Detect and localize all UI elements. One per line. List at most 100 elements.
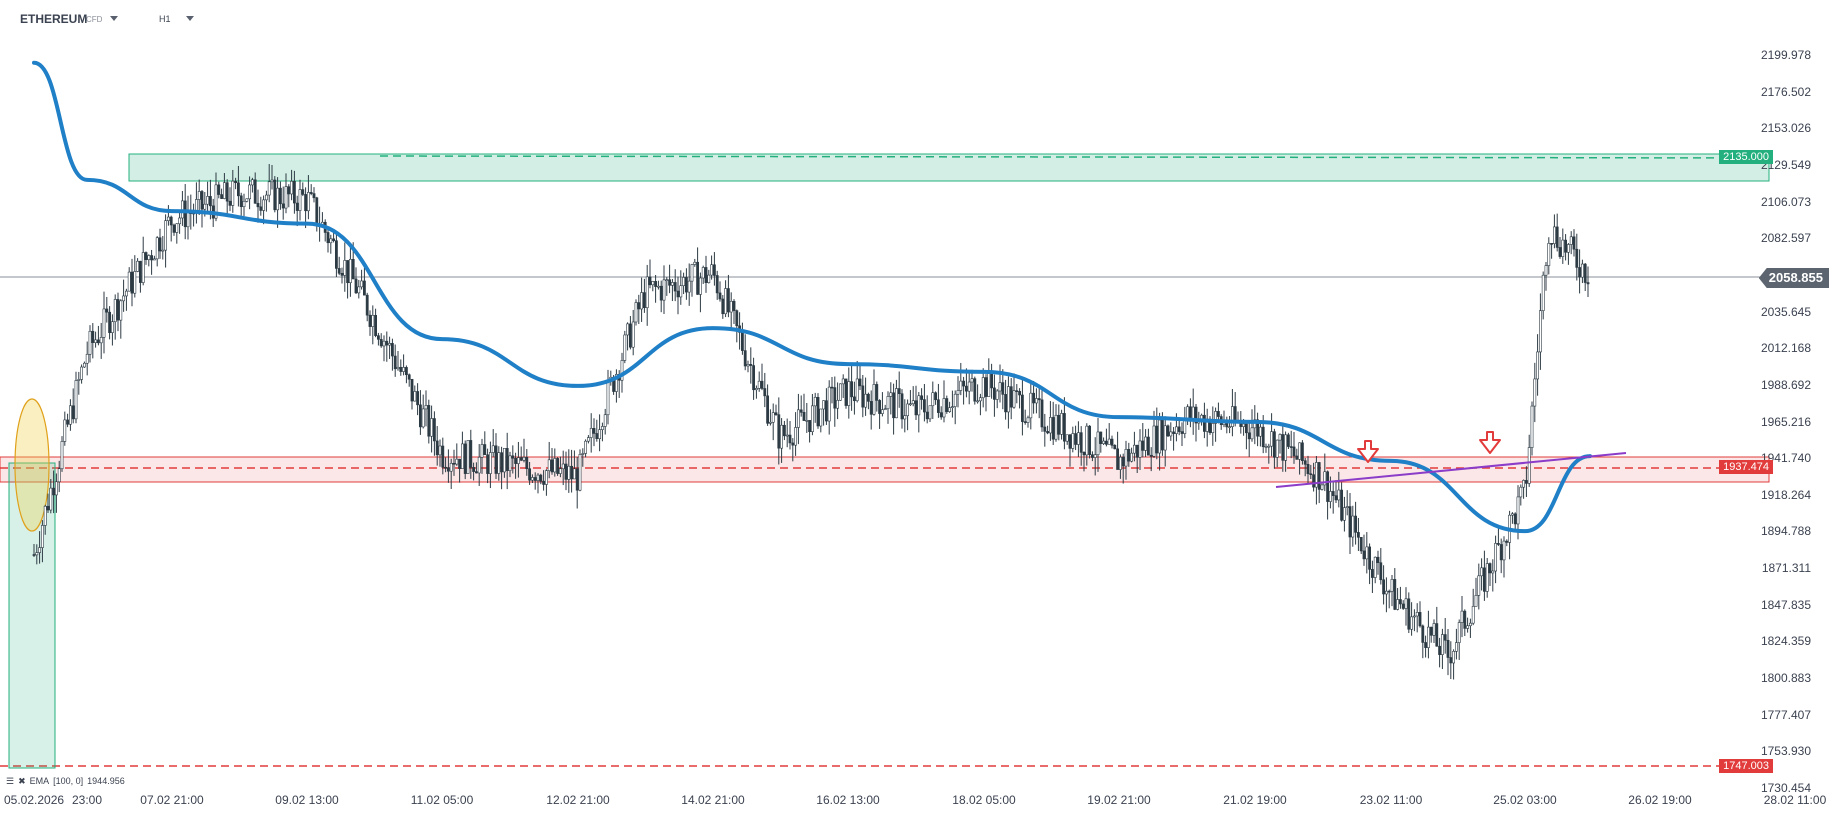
- candle-body: [1295, 455, 1299, 460]
- candle-body: [981, 377, 985, 399]
- candle-body: [883, 408, 887, 411]
- candle-body: [550, 459, 554, 473]
- price-tick-label: 1800.883: [1760, 671, 1811, 686]
- candle-body: [799, 409, 803, 413]
- candle-body: [1379, 562, 1383, 581]
- indicator-legend[interactable]: ☰ ✖ EMA [100, 0] 1944.956: [6, 776, 129, 787]
- ema-line[interactable]: [32, 60, 1592, 534]
- sell-arrow-icon[interactable]: [1479, 431, 1501, 454]
- candle-body: [970, 378, 974, 383]
- candle-body: [122, 295, 126, 302]
- candle-body: [634, 302, 638, 323]
- candle-body: [1376, 556, 1380, 564]
- candle-body: [802, 412, 806, 421]
- candle-body: [780, 424, 784, 449]
- candle-body: [962, 380, 966, 387]
- candle-body: [1096, 431, 1100, 456]
- candle-body: [1368, 546, 1372, 570]
- symbol-name[interactable]: ETHEREUM: [20, 12, 88, 26]
- candle-body: [1441, 634, 1444, 655]
- candle-body: [959, 380, 963, 391]
- highlight-ellipse[interactable]: [14, 398, 50, 532]
- price-tick-label: 1824.359: [1760, 634, 1811, 649]
- resistance-zone[interactable]: [128, 153, 1770, 182]
- candle-body: [925, 411, 929, 420]
- candle-body: [183, 200, 187, 228]
- candle-body: [200, 191, 204, 210]
- candle-body: [1323, 471, 1327, 486]
- candle-body: [43, 505, 47, 526]
- symbol-dropdown-icon[interactable]: [110, 16, 118, 21]
- candle-body: [60, 441, 64, 470]
- candle-body: [1457, 622, 1461, 643]
- candle-body: [452, 462, 456, 465]
- candle-body: [539, 474, 543, 482]
- candle-body: [1141, 440, 1145, 451]
- candle-body: [1567, 244, 1570, 253]
- candle-body: [668, 279, 672, 286]
- candle-body: [175, 223, 179, 233]
- candle-body: [295, 202, 299, 211]
- candle-body: [424, 405, 428, 410]
- candle-body: [1326, 471, 1330, 502]
- timeframe-dropdown-icon[interactable]: [186, 16, 194, 21]
- candle-body: [127, 271, 131, 292]
- candle-body: [1303, 460, 1307, 465]
- candle-body: [704, 267, 708, 283]
- candle-body: [939, 412, 943, 418]
- candle-body: [141, 252, 145, 283]
- left-zone-box[interactable]: [8, 462, 56, 769]
- candle-body: [108, 311, 112, 333]
- candle-body: [819, 408, 823, 427]
- candle-body: [326, 232, 330, 244]
- candle-body: [1525, 480, 1528, 484]
- candle-body: [1387, 590, 1391, 593]
- sell-arrow-icon[interactable]: [1357, 440, 1379, 463]
- trendline[interactable]: [1275, 452, 1627, 488]
- candle-body: [880, 409, 884, 414]
- candle-body: [262, 199, 266, 211]
- candle-body: [732, 300, 736, 311]
- indicator-params: [100, 0]: [53, 776, 84, 786]
- candle-body: [304, 194, 308, 212]
- lower-price-tag: 1747.003: [1719, 759, 1773, 773]
- candle-body: [1026, 417, 1030, 423]
- candle-body: [209, 196, 212, 207]
- candle-body: [1410, 616, 1414, 630]
- candle-body: [1233, 406, 1237, 422]
- candle-body: [309, 192, 313, 194]
- candle-body: [463, 443, 467, 474]
- candle-body: [1211, 423, 1215, 434]
- candle-body: [197, 191, 201, 200]
- candle-body: [88, 330, 92, 355]
- candle-body: [945, 398, 949, 412]
- candle-body: [1256, 419, 1260, 437]
- candle-body: [119, 300, 123, 321]
- candle-body: [438, 445, 442, 456]
- candle-body: [516, 457, 520, 464]
- candle-body: [824, 400, 828, 422]
- candle-body: [1040, 399, 1044, 428]
- candle-body: [480, 444, 484, 458]
- candle-body: [1023, 421, 1027, 423]
- candle-body: [329, 238, 333, 244]
- candle-body: [917, 395, 921, 416]
- indicator-settings-icon[interactable]: ☰: [6, 776, 15, 786]
- support-zone[interactable]: [0, 456, 1770, 483]
- candle-body: [726, 288, 730, 313]
- candle-body: [167, 216, 170, 221]
- candle-body: [623, 334, 627, 361]
- candle-body: [253, 179, 257, 204]
- price-tick-label: 1941.740: [1760, 451, 1811, 466]
- candle-body: [782, 424, 786, 437]
- timeframe-selector[interactable]: H1: [159, 14, 171, 24]
- candle-body: [1054, 414, 1058, 440]
- candle-body: [690, 264, 694, 282]
- candle-body: [430, 418, 434, 437]
- candle-body: [500, 452, 504, 473]
- indicator-remove-icon[interactable]: ✖: [18, 776, 26, 786]
- candle-body: [718, 292, 722, 300]
- candle-body: [1250, 427, 1254, 440]
- resistance-level-line[interactable]: [379, 155, 1770, 159]
